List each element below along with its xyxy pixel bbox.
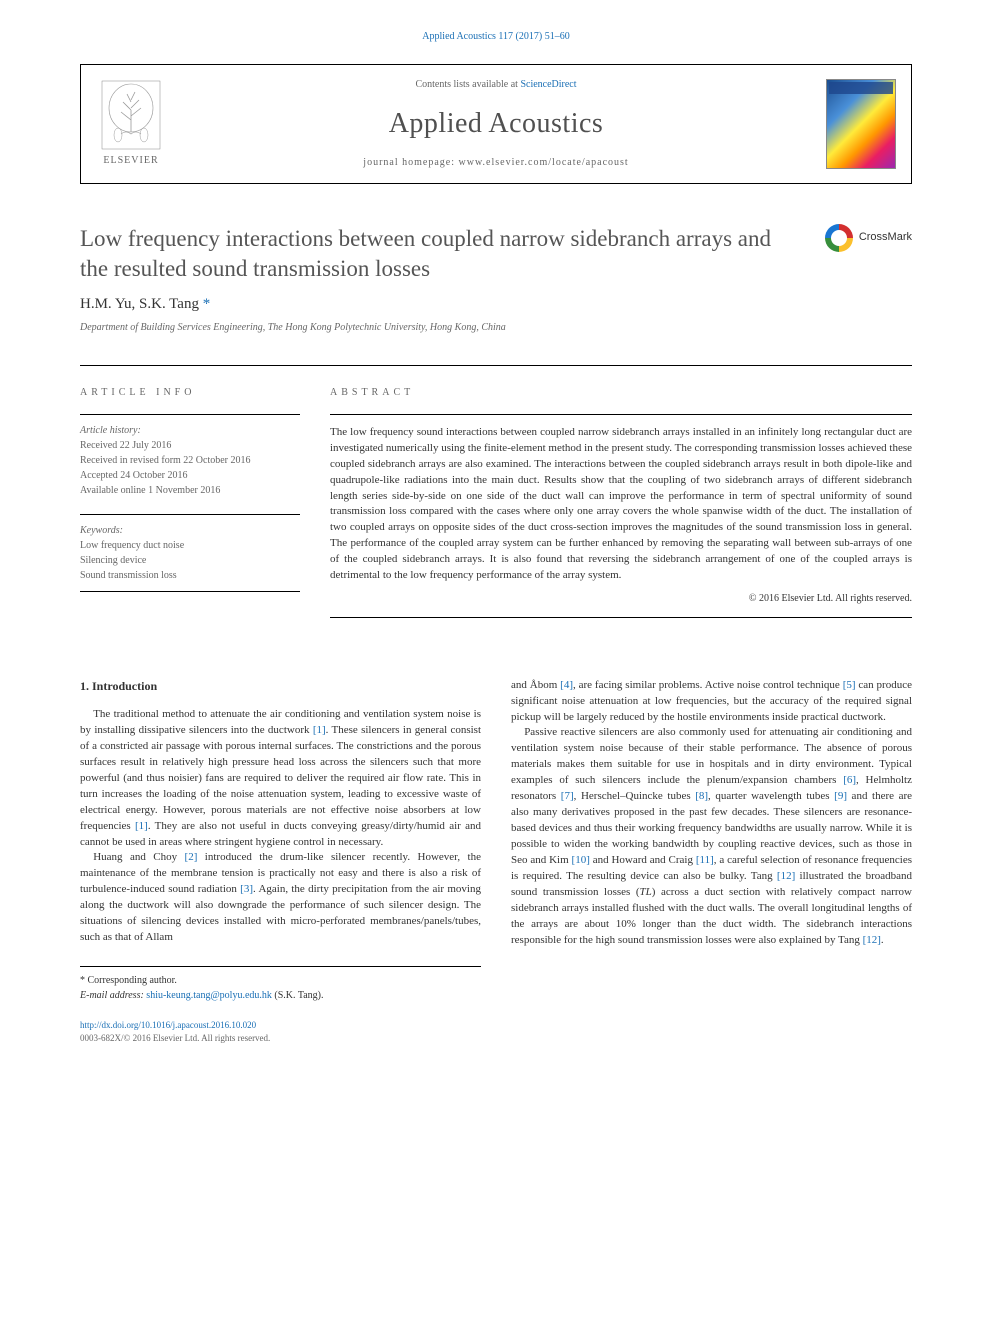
- history-revised: Received in revised form 22 October 2016: [80, 453, 300, 468]
- intro-para-1: The traditional method to attenuate the …: [80, 707, 481, 850]
- article-info-heading: ARTICLE INFO: [80, 386, 300, 400]
- keyword: Sound transmission loss: [80, 568, 300, 583]
- text-run: , Herschel–Quincke tubes: [574, 790, 696, 802]
- doi-link[interactable]: http://dx.doi.org/10.1016/j.apacoust.201…: [80, 1019, 481, 1032]
- ref-link[interactable]: [1]: [135, 820, 148, 832]
- history-label: Article history:: [80, 423, 300, 438]
- ref-link[interactable]: [2]: [185, 851, 198, 863]
- intro-para-2: Huang and Choy [2] introduced the drum-l…: [80, 850, 481, 946]
- ref-link[interactable]: [12]: [863, 934, 881, 946]
- keywords-block: Keywords: Low frequency duct noise Silen…: [80, 514, 300, 592]
- crossmark-icon: [825, 224, 853, 252]
- body-columns: 1. Introduction The traditional method t…: [80, 678, 912, 1045]
- ref-link[interactable]: [11]: [696, 854, 714, 866]
- affiliation: Department of Building Services Engineer…: [80, 321, 912, 335]
- ref-link[interactable]: [7]: [561, 790, 574, 802]
- ref-link[interactable]: [4]: [560, 679, 573, 691]
- intro-para-4: Passive reactive silencers are also comm…: [511, 725, 912, 948]
- elsevier-label: ELSEVIER: [103, 154, 158, 168]
- section-heading-intro: 1. Introduction: [80, 678, 481, 695]
- abstract-box: The low frequency sound interactions bet…: [330, 414, 912, 618]
- text-run: and Åbom: [511, 679, 560, 691]
- author-list: H.M. Yu, S.K. Tang *: [80, 294, 912, 315]
- text-run: , are facing similar problems. Active no…: [573, 679, 843, 691]
- corr-author-label: * Corresponding author.: [80, 973, 481, 988]
- abstract-column: ABSTRACT The low frequency sound interac…: [330, 386, 912, 618]
- body-col-left: 1. Introduction The traditional method t…: [80, 678, 481, 1045]
- email-name: (S.K. Tang).: [272, 990, 324, 1001]
- banner-center: Contents lists available at ScienceDirec…: [181, 78, 811, 169]
- sciencedirect-link[interactable]: ScienceDirect: [520, 79, 576, 90]
- text-run: .: [881, 934, 884, 946]
- contents-line: Contents lists available at ScienceDirec…: [415, 78, 576, 92]
- elsevier-logo[interactable]: ELSEVIER: [101, 80, 161, 168]
- journal-title: Applied Acoustics: [389, 104, 604, 143]
- ref-link[interactable]: [8]: [695, 790, 708, 802]
- meta-row: ARTICLE INFO Article history: Received 2…: [80, 365, 912, 618]
- tl-symbol: TL: [640, 886, 652, 898]
- history-accepted: Accepted 24 October 2016: [80, 468, 300, 483]
- ref-link[interactable]: [12]: [777, 870, 795, 882]
- elsevier-tree-icon: [101, 80, 161, 150]
- journal-cover-thumbnail[interactable]: [826, 79, 896, 169]
- text-run: Huang and Choy: [93, 851, 184, 863]
- keyword: Low frequency duct noise: [80, 538, 300, 553]
- title-section: Low frequency interactions between coupl…: [80, 224, 912, 284]
- corresponding-footer: * Corresponding author. E-mail address: …: [80, 966, 481, 1003]
- history-online: Available online 1 November 2016: [80, 483, 300, 498]
- article-title: Low frequency interactions between coupl…: [80, 224, 912, 284]
- corresponding-marker[interactable]: *: [203, 296, 211, 312]
- issn-copyright: 0003-682X/© 2016 Elsevier Ltd. All right…: [80, 1032, 481, 1045]
- keywords-label: Keywords:: [80, 523, 300, 538]
- ref-link[interactable]: [5]: [843, 679, 856, 691]
- ref-link[interactable]: [10]: [572, 854, 590, 866]
- email-link[interactable]: shiu-keung.tang@polyu.edu.hk: [146, 990, 272, 1001]
- abstract-heading: ABSTRACT: [330, 386, 912, 400]
- history-received: Received 22 July 2016: [80, 438, 300, 453]
- author-names: H.M. Yu, S.K. Tang: [80, 296, 203, 312]
- text-run: . These silencers in general consist of …: [80, 724, 481, 832]
- keyword: Silencing device: [80, 553, 300, 568]
- text-run: , quarter wavelength tubes: [708, 790, 834, 802]
- intro-para-3: and Åbom [4], are facing similar problem…: [511, 678, 912, 726]
- crossmark-label: CrossMark: [859, 230, 912, 245]
- ref-link[interactable]: [3]: [240, 883, 253, 895]
- journal-homepage: journal homepage: www.elsevier.com/locat…: [363, 156, 628, 170]
- corr-email-line: E-mail address: shiu-keung.tang@polyu.ed…: [80, 988, 481, 1003]
- article-history: Article history: Received 22 July 2016 R…: [80, 414, 300, 498]
- homepage-prefix: journal homepage:: [363, 157, 458, 168]
- publisher-logo-area: ELSEVIER: [81, 65, 181, 183]
- journal-reference: Applied Acoustics 117 (2017) 51–60: [80, 30, 912, 44]
- article-info-column: ARTICLE INFO Article history: Received 2…: [80, 386, 300, 618]
- doi-block: http://dx.doi.org/10.1016/j.apacoust.201…: [80, 1019, 481, 1044]
- text-run: and Howard and Craig: [590, 854, 696, 866]
- abstract-text: The low frequency sound interactions bet…: [330, 425, 912, 584]
- ref-link[interactable]: [6]: [843, 774, 856, 786]
- body-col-right: and Åbom [4], are facing similar problem…: [511, 678, 912, 1045]
- ref-link[interactable]: [9]: [834, 790, 847, 802]
- ref-link[interactable]: [1]: [313, 724, 326, 736]
- journal-banner: ELSEVIER Contents lists available at Sci…: [80, 64, 912, 184]
- homepage-url[interactable]: www.elsevier.com/locate/apacoust: [459, 157, 629, 168]
- email-label: E-mail address:: [80, 990, 146, 1001]
- journal-cover-area: [811, 65, 911, 183]
- crossmark-badge[interactable]: CrossMark: [825, 224, 912, 252]
- abstract-copyright: © 2016 Elsevier Ltd. All rights reserved…: [330, 592, 912, 607]
- contents-prefix: Contents lists available at: [415, 79, 520, 90]
